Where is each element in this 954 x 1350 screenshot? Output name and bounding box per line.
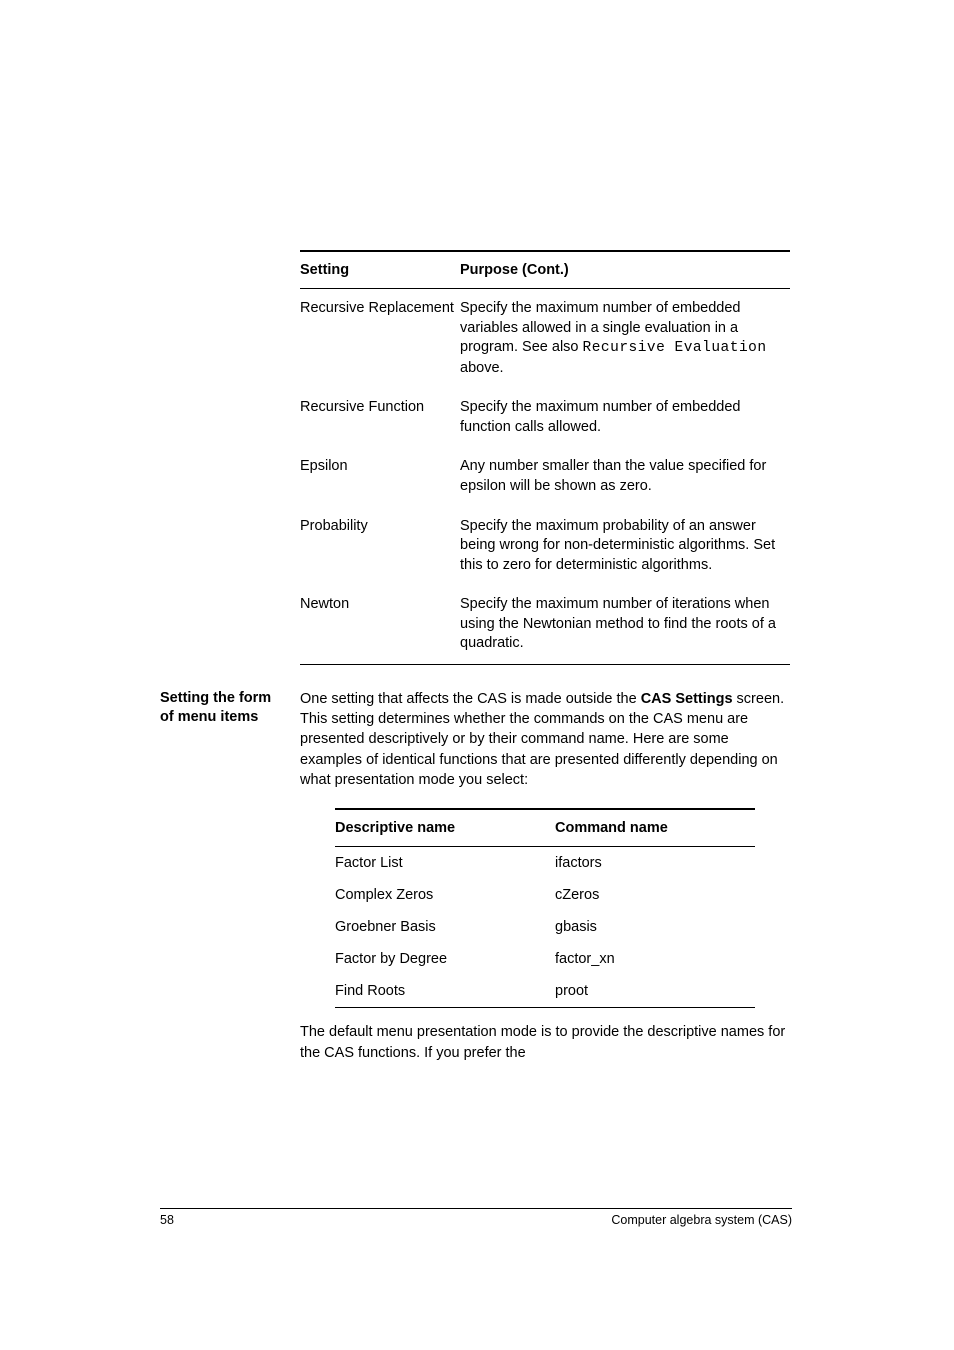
setting-purpose: Specify the maximum number of iterations… [460, 585, 790, 664]
page-content: Setting Purpose (Cont.) Recursive Replac… [160, 250, 790, 1063]
setting-name: Probability [300, 507, 460, 586]
footer-title: Computer algebra system (CAS) [611, 1213, 792, 1227]
settings-table-header-row: Setting Purpose (Cont.) [300, 251, 790, 289]
table-row: Complex Zeros cZeros [335, 879, 755, 911]
setting-name: Epsilon [300, 447, 460, 506]
command-name: gbasis [555, 911, 755, 943]
bold-term: CAS Settings [641, 691, 733, 707]
table-row: Recursive Function Specify the maximum n… [300, 388, 790, 447]
descriptive-name: Groebner Basis [335, 911, 555, 943]
setting-purpose: Any number smaller than the value specif… [460, 447, 790, 506]
command-name: cZeros [555, 879, 755, 911]
command-name: factor_xn [555, 943, 755, 975]
inline-code: Recursive Evaluation [583, 340, 767, 356]
section-side-heading: Setting the form of menu items [160, 689, 300, 790]
setting-name: Recursive Replacement [300, 289, 460, 389]
table-row: Epsilon Any number smaller than the valu… [300, 447, 790, 506]
table-row: Factor List ifactors [335, 847, 755, 880]
setting-name: Recursive Function [300, 388, 460, 447]
descriptive-name: Factor List [335, 847, 555, 880]
section-body: One setting that affects the CAS is made… [300, 689, 790, 790]
command-name: ifactors [555, 847, 755, 880]
table-row: Find Roots proot [335, 975, 755, 1008]
descriptive-name: Complex Zeros [335, 879, 555, 911]
table-row: Recursive Replacement Specify the maximu… [300, 289, 790, 389]
col-header-descriptive: Descriptive name [335, 809, 555, 847]
setting-purpose: Specify the maximum number of embedded f… [460, 388, 790, 447]
col-header-purpose: Purpose (Cont.) [460, 251, 790, 289]
page-footer: 58 Computer algebra system (CAS) [160, 1208, 792, 1227]
descriptive-name: Find Roots [335, 975, 555, 1008]
col-header-command: Command name [555, 809, 755, 847]
table-row: Groebner Basis gbasis [335, 911, 755, 943]
settings-table: Setting Purpose (Cont.) Recursive Replac… [300, 250, 790, 665]
page-number: 58 [160, 1213, 174, 1227]
section-menu-form: Setting the form of menu items One setti… [160, 689, 790, 790]
table-row: Factor by Degree factor_xn [335, 943, 755, 975]
names-table-header-row: Descriptive name Command name [335, 809, 755, 847]
command-name: proot [555, 975, 755, 1008]
trailing-paragraph: The default menu presentation mode is to… [300, 1022, 790, 1063]
table-row: Probability Specify the maximum probabil… [300, 507, 790, 586]
names-table: Descriptive name Command name Factor Lis… [335, 808, 755, 1008]
col-header-setting: Setting [300, 251, 460, 289]
setting-name: Newton [300, 585, 460, 664]
descriptive-name: Factor by Degree [335, 943, 555, 975]
setting-purpose: Specify the maximum probability of an an… [460, 507, 790, 586]
setting-purpose: Specify the maximum number of embedded v… [460, 289, 790, 389]
table-row: Newton Specify the maximum number of ite… [300, 585, 790, 664]
